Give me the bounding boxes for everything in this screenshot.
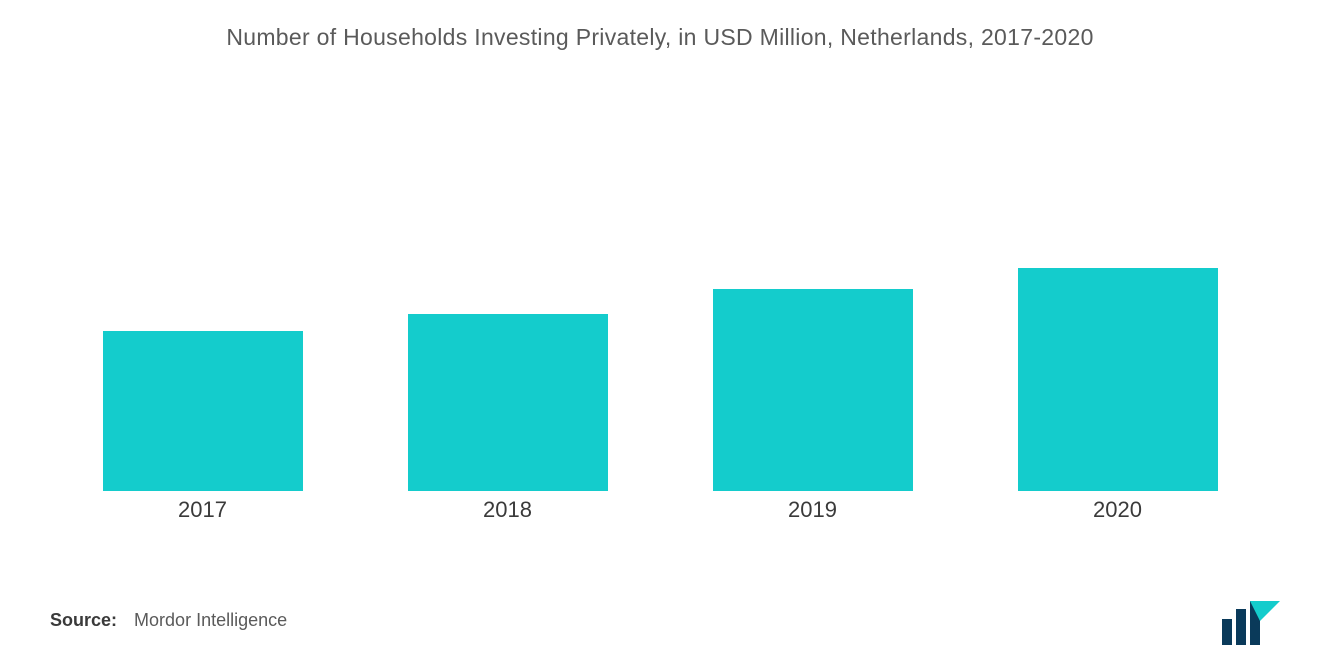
mordor-logo-icon [1220, 601, 1280, 645]
x-axis-labels: 2017 2018 2019 2020 [50, 497, 1270, 531]
source-value: Mordor Intelligence [134, 610, 287, 630]
chart-title: Number of Households Investing Privately… [50, 24, 1270, 51]
bars-container [50, 91, 1270, 491]
x-label: 2018 [355, 497, 660, 531]
bar-2020 [1018, 268, 1218, 491]
bar-2019 [713, 289, 913, 491]
bar-2018 [408, 314, 608, 491]
x-label: 2020 [965, 497, 1270, 531]
bar-2017 [103, 331, 303, 491]
chart-plot-area: 2017 2018 2019 2020 [50, 71, 1270, 531]
x-label: 2019 [660, 497, 965, 531]
bar-slot [660, 91, 965, 491]
source-label: Source: [50, 610, 117, 630]
bar-slot [50, 91, 355, 491]
source-attribution: Source: Mordor Intelligence [50, 610, 287, 631]
bar-slot [965, 91, 1270, 491]
x-label: 2017 [50, 497, 355, 531]
bar-slot [355, 91, 660, 491]
